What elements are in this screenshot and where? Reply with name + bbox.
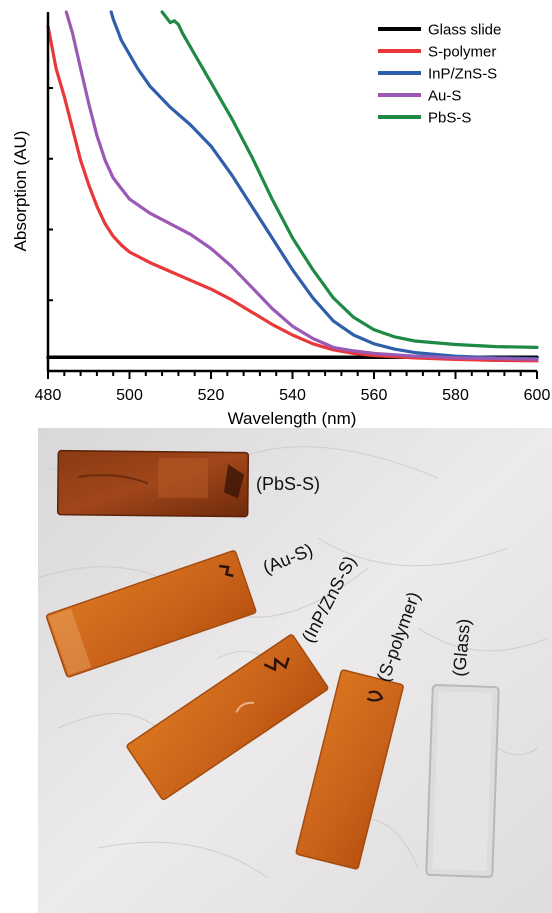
slide-glass xyxy=(425,684,500,878)
legend-label: PbS-S xyxy=(428,110,471,127)
slide-s-polymer xyxy=(295,669,404,870)
series-line-pbs-s xyxy=(160,10,539,349)
x-tick-label: 480 xyxy=(35,387,62,404)
legend-label: Glass slide xyxy=(428,22,501,39)
legend-label: InP/ZnS-S xyxy=(428,66,497,83)
legend: Glass slide S-polymer InP/ZnS-S Au-S PbS-S xyxy=(378,22,501,127)
x-tick-label: 600 xyxy=(524,387,551,404)
legend-label: Au-S xyxy=(428,88,461,105)
series-line-s-polymer xyxy=(46,24,539,363)
series-layer xyxy=(46,10,539,363)
slide-pbs-s xyxy=(56,449,250,518)
tick-layer: 480 500 520 540 560 580 600 xyxy=(35,87,551,404)
x-tick-label: 560 xyxy=(361,387,388,404)
x-tick-label: 580 xyxy=(442,387,469,404)
x-tick-label: 500 xyxy=(116,387,143,404)
legend-label: S-polymer xyxy=(428,44,496,61)
x-axis-label: Wavelength (nm) xyxy=(228,409,357,428)
slide-au-s xyxy=(45,550,257,678)
slide-inp-zns-s xyxy=(126,634,329,801)
sample-photo: (PbS-S)(Au-S)(InP/ZnS-S) (S-polymer) (Glas… xyxy=(38,428,552,913)
series-line-inp-zns-s xyxy=(109,10,539,361)
series-line-au-s xyxy=(64,10,539,361)
absorption-chart: 480 500 520 540 560 580 600 Wavelength (nm) Ab… xyxy=(11,10,551,428)
y-axis-label: Absorption (AU) xyxy=(11,131,30,252)
x-tick-label: 520 xyxy=(198,387,225,404)
photo-sample-label: (PbS-S) xyxy=(256,474,320,494)
x-tick-label: 540 xyxy=(279,387,306,404)
